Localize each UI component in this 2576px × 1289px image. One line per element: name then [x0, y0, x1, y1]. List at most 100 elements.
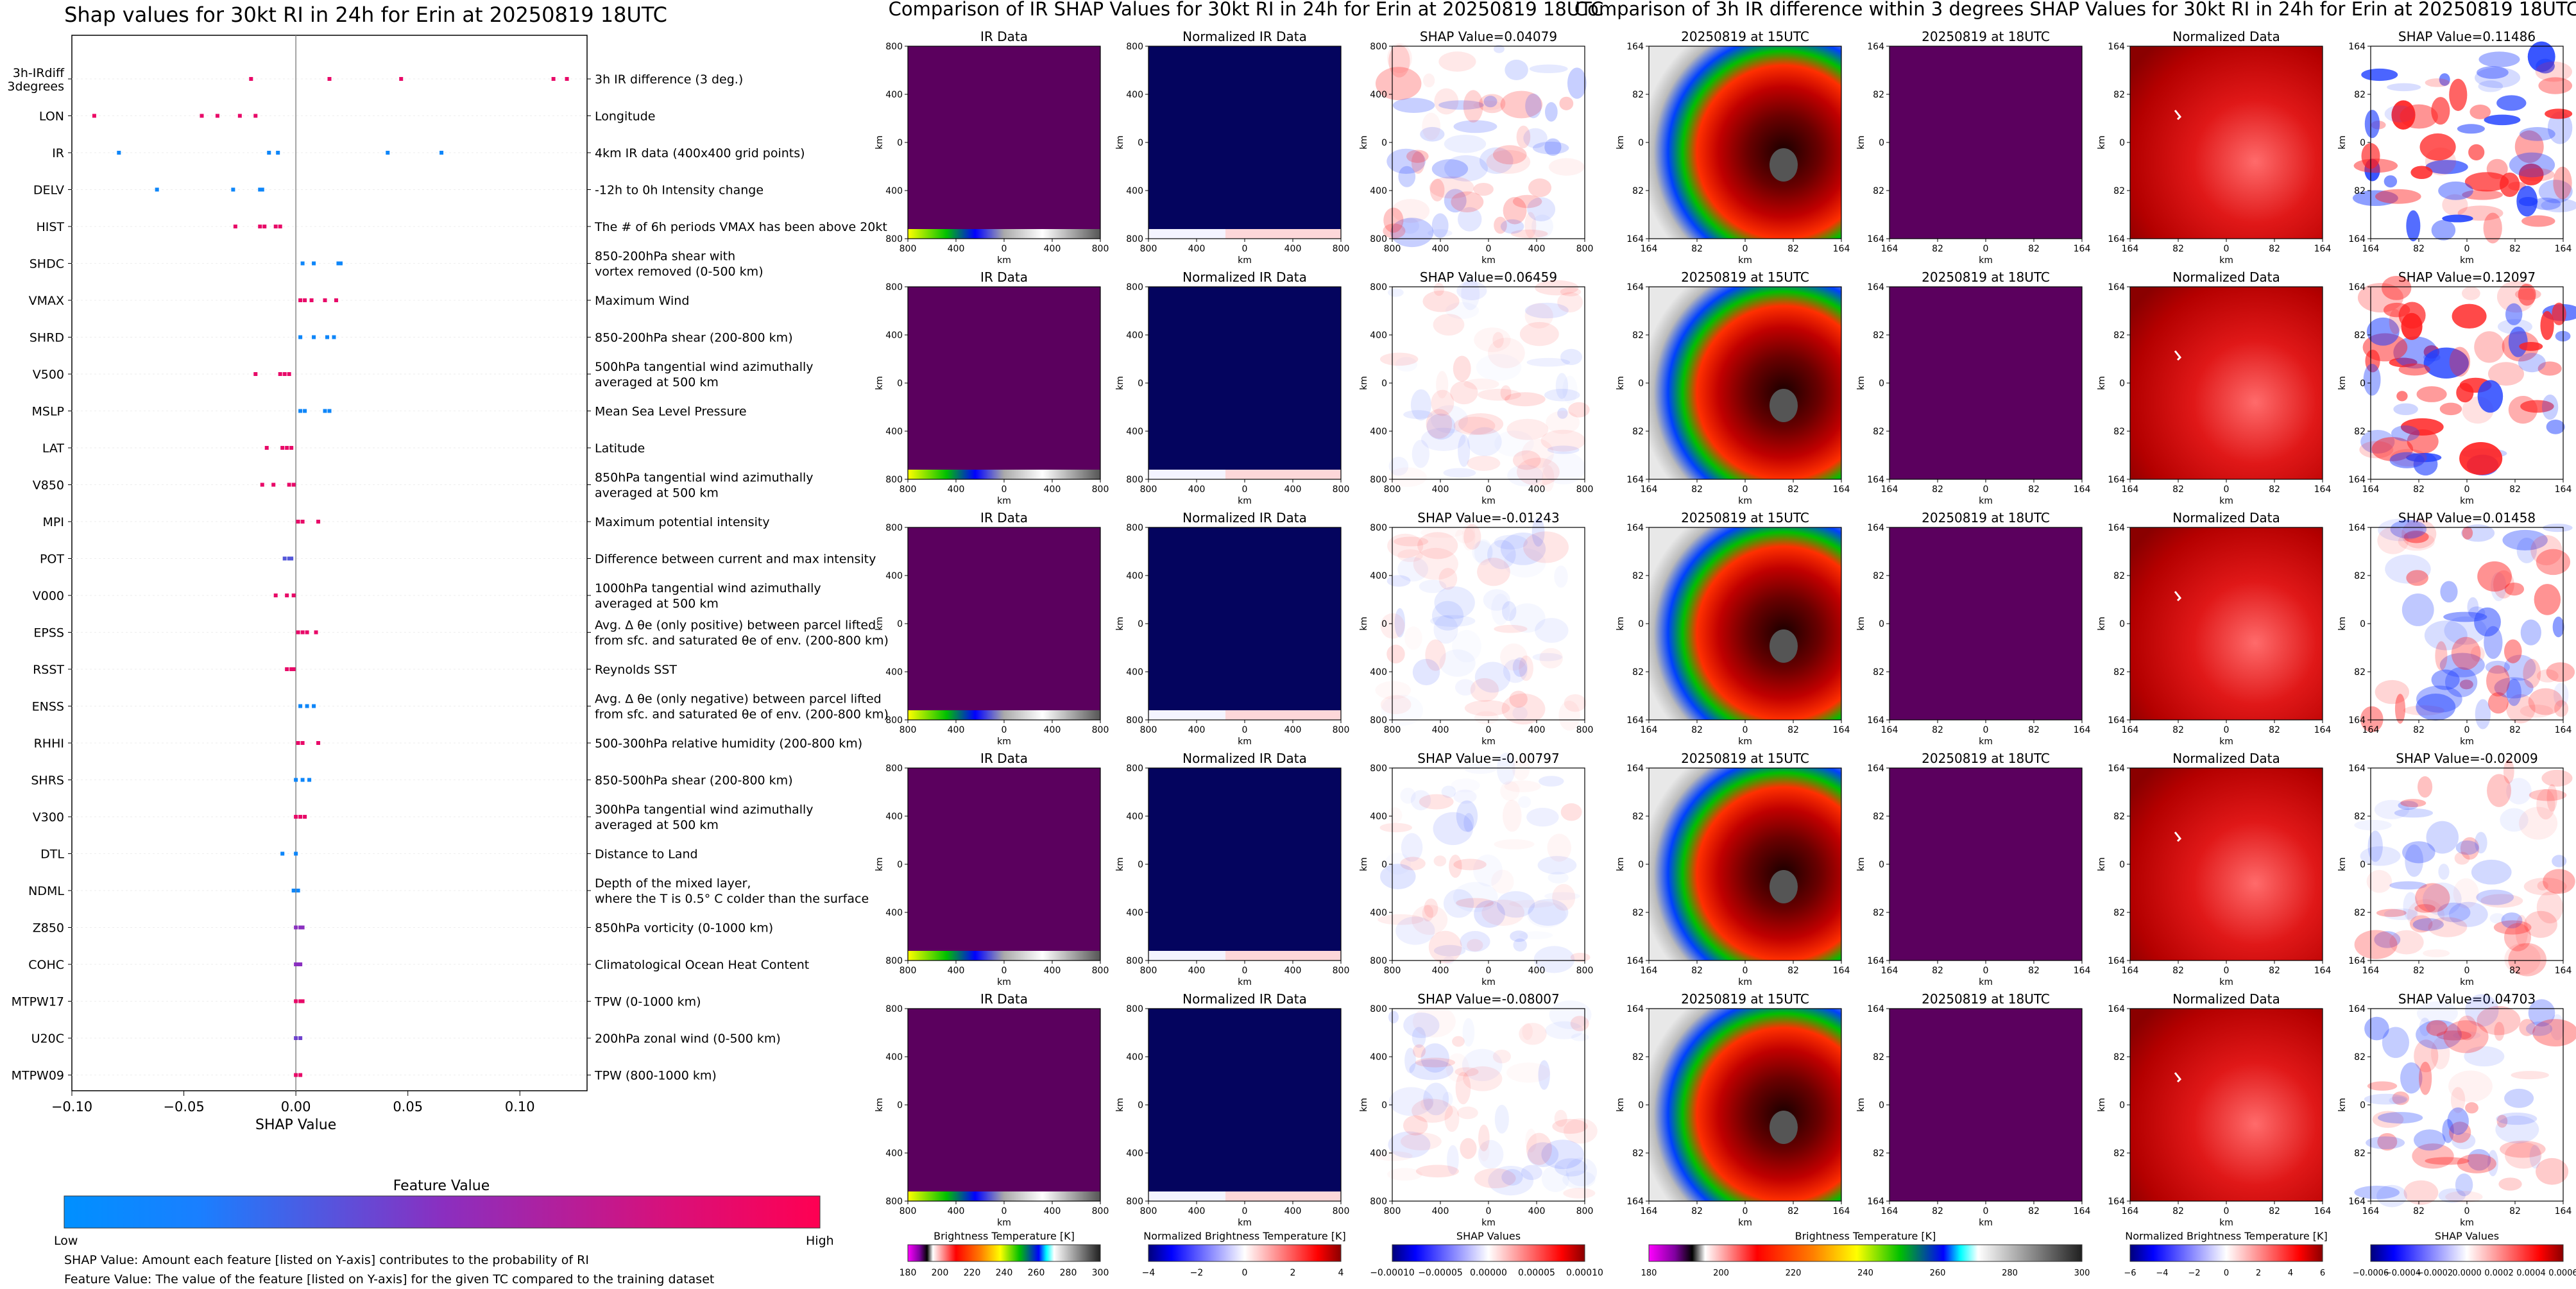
shap-blob [2503, 923, 2532, 952]
panel-xtick-label: 164 [1833, 1206, 1850, 1216]
panel-xlabel: km [1481, 255, 1496, 266]
shap-blob [2519, 807, 2558, 840]
feature-name-line: U20C [31, 1032, 64, 1046]
diff-colorbar-tick: −0.0004 [2385, 1268, 2421, 1278]
panel-xtick-label: 800 [1333, 966, 1350, 976]
shap-blob [1519, 655, 1533, 681]
shap-blob [1439, 649, 1476, 677]
panel-xtick-label: 400 [1188, 1206, 1206, 1216]
panel-xlabel: km [997, 496, 1011, 506]
shap-blob [1474, 900, 1505, 928]
panel-xtick-label: 82 [2269, 484, 2280, 495]
ir-colorbar-tick: 200 [932, 1268, 949, 1278]
shap-blob [1426, 413, 1456, 440]
shap-blob [1524, 303, 1553, 329]
shap-point [307, 778, 312, 782]
shap-point [314, 630, 318, 635]
panel-ylabel: km [874, 135, 885, 149]
panel-xtick-label: 800 [1092, 966, 1109, 976]
shap-blob [2529, 1145, 2541, 1169]
panel-ytick-label: 400 [1126, 571, 1143, 581]
ir-colorbar [1148, 1244, 1342, 1262]
feature-name: DELV [33, 184, 64, 198]
panel-ytick-label: 164 [2108, 715, 2125, 726]
panel-ytick-label: 400 [885, 812, 903, 822]
panel-xtick-label: 0 [1486, 725, 1492, 735]
diff-15utc-image [1649, 527, 1841, 720]
panel-ytick-label: 800 [1126, 764, 1143, 774]
panel-xtick-label: 800 [1576, 244, 1594, 254]
shap-blob [2552, 617, 2564, 638]
diff-normalized-marker [2174, 832, 2182, 842]
feature-description-line: Latitude [595, 441, 645, 456]
shap-blob [2477, 561, 2512, 592]
shap-blob [2468, 606, 2486, 619]
diff-18utc-title: 20250819 at 18UTC [1922, 751, 2050, 766]
panel-ytick-label: 0 [1879, 379, 1884, 389]
panel-ytick-label: 800 [1370, 764, 1387, 774]
ir-shap-image [1392, 46, 1585, 239]
panel-xtick-label: 400 [1528, 244, 1546, 254]
panel-ylabel: km [1856, 1098, 1866, 1112]
shap-blob [1401, 218, 1420, 234]
feature-name-line: SHDC [30, 257, 64, 271]
diff-colorbar-tick: 220 [1786, 1268, 1802, 1278]
shap-blob [1506, 1063, 1550, 1082]
feature-name: IR [52, 146, 64, 160]
shap-blob [2514, 130, 2544, 164]
feature-description: Climatological Ocean Heat Content [595, 958, 809, 972]
panel-xtick-label: 400 [948, 966, 965, 976]
shap-blob [1419, 579, 1447, 593]
shap-point [294, 1073, 298, 1077]
shap-blob [1410, 389, 1431, 421]
panel-ylabel: km [2337, 617, 2348, 631]
diff-15utc-image [1649, 287, 1841, 479]
panel-ytick-label: 164 [2348, 282, 2366, 293]
shap-blob [2401, 519, 2437, 549]
shap-blob [2498, 1177, 2522, 1191]
shap-blob [2491, 572, 2507, 602]
panel-xtick-label: 82 [2028, 244, 2040, 254]
shap-blob [1388, 1131, 1431, 1158]
shap-blob [1420, 1097, 1433, 1111]
feature-name-line: SHRS [31, 774, 64, 788]
shap-blob [1526, 808, 1559, 827]
feature-description-line: 850-200hPa shear with [595, 250, 735, 264]
shap-blob [1512, 706, 1528, 721]
shap-blob [2538, 77, 2573, 94]
feature-description-line: Maximum Wind [595, 294, 689, 308]
feature-name-line: IR [52, 146, 64, 160]
shap-blob [2409, 915, 2433, 933]
ir-shap-title: SHAP Value=0.04079 [1420, 29, 1557, 44]
ir-data-image [908, 527, 1100, 720]
feature-name-line: V300 [33, 810, 64, 824]
diff-colorbar-tick: 0.0004 [2516, 1268, 2546, 1278]
shap-blob [1474, 327, 1511, 352]
shap-blob [2518, 284, 2536, 306]
feature-description-line: 1000hPa tangential wind azimuthally [595, 581, 821, 595]
panel-ylabel: km [2097, 1098, 2107, 1112]
shap-point [294, 815, 298, 819]
panel-xtick-label: 0 [2464, 1206, 2470, 1216]
shap-blob [1564, 1118, 1598, 1144]
shap-blob [1462, 1048, 1503, 1082]
shap-blob [1388, 456, 1409, 476]
shap-blob [2541, 198, 2576, 212]
shap-blob [1509, 690, 1528, 708]
shap-point [298, 335, 303, 339]
panel-ytick-label: 0 [1138, 619, 1143, 629]
shap-point [300, 520, 305, 524]
panel-ytick-label: 800 [1126, 1197, 1143, 1207]
shap-blob [1431, 405, 1469, 434]
panel-xtick-label: 82 [2509, 966, 2521, 976]
ir-normalized-edge-strip-red [1225, 1191, 1341, 1201]
panel-xtick-label: 400 [1044, 244, 1061, 254]
panel-ytick-label: 800 [1126, 42, 1143, 52]
feature-description-line: Maximum potential intensity [595, 515, 770, 529]
shap-point [298, 999, 303, 1003]
shap-blob [2359, 441, 2394, 459]
diff-normalized-marker [2174, 1072, 2182, 1083]
shap-blob [2412, 918, 2444, 931]
shap-blob [1505, 59, 1528, 81]
shap-blob [1411, 151, 1425, 174]
